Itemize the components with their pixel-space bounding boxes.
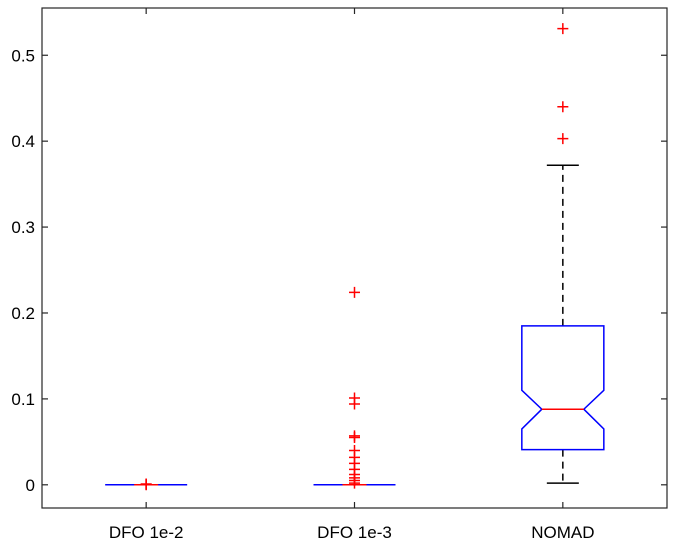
- outlier-point: [349, 477, 360, 489]
- outlier-point: [557, 101, 569, 113]
- x-tick-label: DFO 1e-2: [109, 523, 184, 542]
- outlier-point: [557, 133, 569, 145]
- plot-area-frame: [41, 7, 668, 509]
- outlier-point: [557, 23, 569, 35]
- outlier-point: [349, 432, 360, 444]
- outlier-point: [349, 398, 360, 410]
- outlier-point: [140, 478, 152, 490]
- y-tick-label: 0.2: [11, 304, 35, 323]
- outlier-point: [349, 286, 360, 298]
- y-tick-label: 0.5: [11, 46, 35, 65]
- box: [521, 325, 605, 451]
- x-tick-label: NOMAD: [531, 523, 594, 542]
- x-tick-label: DFO 1e-3: [317, 523, 392, 542]
- y-tick-label: 0: [26, 476, 35, 495]
- y-tick-label: 0.3: [11, 218, 35, 237]
- y-tick-label: 0.4: [11, 132, 35, 151]
- y-tick-label: 0.1: [11, 390, 35, 409]
